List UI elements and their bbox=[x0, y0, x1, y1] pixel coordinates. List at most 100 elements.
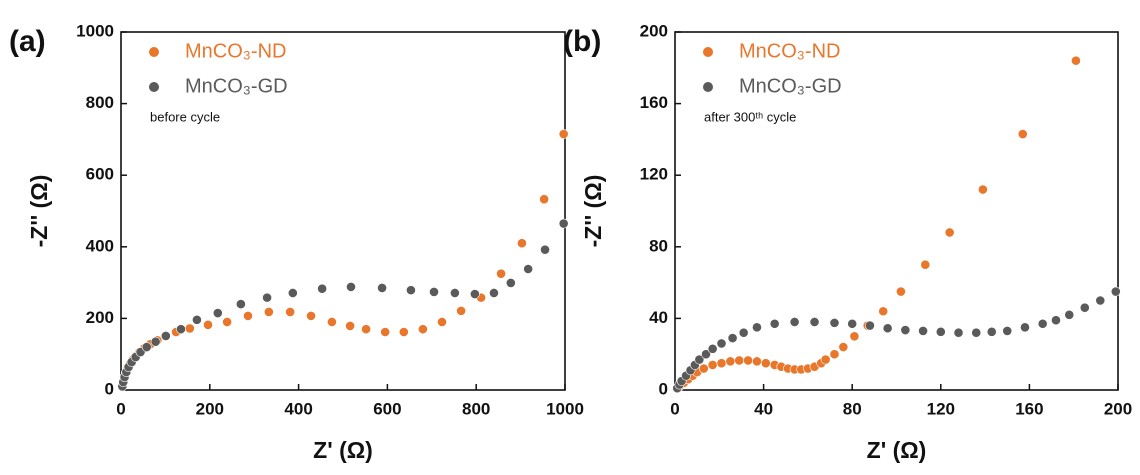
data-point bbox=[769, 318, 780, 329]
legend-label: MnCO₃-ND bbox=[739, 40, 840, 62]
data-point bbox=[176, 324, 186, 335]
panel: 0 40 80 120 160 200 0 40 80 120 160 200 Z' (Ω) -Z'' (… bbox=[563, 21, 1132, 463]
data-point bbox=[716, 358, 727, 369]
data-point bbox=[523, 264, 534, 274]
data-point bbox=[398, 327, 409, 337]
data-point bbox=[752, 356, 762, 367]
data-point bbox=[469, 289, 480, 299]
plot-frame bbox=[674, 31, 1119, 391]
data-point bbox=[263, 307, 274, 317]
data-point bbox=[496, 268, 506, 279]
data-point bbox=[698, 363, 709, 374]
x-tick-label: 160 bbox=[1015, 399, 1043, 418]
data-point bbox=[1002, 326, 1013, 336]
data-point bbox=[558, 129, 569, 139]
data-point bbox=[701, 349, 711, 360]
x-tick-label: 800 bbox=[462, 399, 490, 418]
x-tick-label: 0 bbox=[670, 399, 679, 418]
data-point bbox=[738, 327, 749, 338]
data-point bbox=[539, 194, 550, 205]
data-point bbox=[847, 318, 858, 329]
panel: 0 200 400 600 800 1000 0 200 400 600 800 1000 Z' (Ω)… bbox=[9, 21, 584, 463]
legend-marker bbox=[703, 82, 713, 92]
data-point bbox=[725, 356, 736, 367]
data-point bbox=[456, 305, 467, 316]
data-point bbox=[900, 325, 911, 335]
data-point bbox=[944, 227, 955, 238]
data-point bbox=[849, 331, 860, 342]
x-axis-label: Z' (Ω) bbox=[313, 437, 373, 463]
data-point bbox=[517, 238, 527, 249]
data-point bbox=[345, 321, 356, 331]
data-point bbox=[184, 323, 195, 334]
data-point bbox=[222, 317, 233, 327]
y-tick-label: 200 bbox=[640, 21, 668, 40]
data-point bbox=[285, 307, 296, 317]
y-tick-label: 80 bbox=[649, 236, 668, 255]
data-point bbox=[489, 288, 499, 298]
data-point bbox=[935, 326, 946, 337]
x-tick-label: 1000 bbox=[546, 399, 584, 418]
data-point bbox=[317, 283, 328, 294]
data-point bbox=[429, 287, 439, 297]
data-point bbox=[829, 349, 840, 360]
y-tick-label: 160 bbox=[640, 93, 668, 112]
data-point bbox=[743, 355, 753, 366]
legend-marker bbox=[703, 47, 713, 57]
data-point bbox=[1020, 322, 1030, 333]
x-tick-label: 120 bbox=[927, 399, 955, 418]
data-point bbox=[380, 327, 391, 337]
data-point bbox=[449, 288, 460, 298]
data-point bbox=[346, 281, 356, 292]
data-point bbox=[977, 184, 988, 195]
data-point bbox=[789, 317, 800, 327]
data-point bbox=[986, 326, 997, 337]
data-point bbox=[1051, 315, 1061, 326]
data-point bbox=[707, 360, 718, 370]
x-tick-label: 200 bbox=[196, 399, 224, 418]
data-point bbox=[953, 327, 964, 338]
y-tick-label: 600 bbox=[86, 165, 114, 184]
data-point bbox=[878, 306, 889, 317]
data-point bbox=[809, 317, 820, 327]
data-point bbox=[203, 319, 213, 330]
data-point bbox=[437, 317, 447, 327]
data-point bbox=[160, 331, 171, 341]
annotation: after 300ᵗʰ cycle bbox=[704, 109, 796, 124]
legend-marker bbox=[149, 82, 159, 92]
data-point bbox=[361, 324, 371, 335]
data-point bbox=[558, 218, 569, 229]
panel-label: (b) bbox=[563, 25, 601, 58]
x-tick-label: 400 bbox=[284, 399, 312, 418]
x-axis-label: Z' (Ω) bbox=[867, 437, 927, 463]
x-tick-label: 80 bbox=[843, 399, 862, 418]
data-point bbox=[820, 354, 831, 365]
data-point bbox=[540, 244, 550, 255]
data-point bbox=[150, 336, 161, 347]
data-point bbox=[1110, 286, 1121, 297]
data-point bbox=[694, 354, 705, 365]
y-tick-label: 40 bbox=[649, 308, 668, 327]
y-tick-label: 200 bbox=[86, 308, 114, 327]
data-point bbox=[212, 308, 223, 318]
data-point bbox=[1079, 302, 1090, 313]
x-tick-label: 600 bbox=[373, 399, 401, 418]
legend-label: MnCO₃-GD bbox=[185, 75, 288, 97]
data-point bbox=[505, 278, 516, 288]
annotation: before cycle bbox=[150, 109, 220, 124]
data-point bbox=[1017, 129, 1028, 139]
data-point bbox=[971, 327, 982, 338]
legend-label: MnCO₃-GD bbox=[739, 75, 842, 97]
y-tick-label: 1000 bbox=[76, 21, 114, 40]
data-point bbox=[707, 343, 718, 354]
data-point bbox=[287, 288, 298, 298]
data-point bbox=[920, 259, 931, 270]
data-point bbox=[734, 355, 745, 366]
data-point bbox=[1064, 309, 1075, 320]
data-point bbox=[727, 333, 738, 343]
y-axis-label: -Z'' (Ω) bbox=[26, 175, 52, 248]
data-point bbox=[192, 314, 202, 325]
panel-label: (a) bbox=[9, 25, 46, 58]
